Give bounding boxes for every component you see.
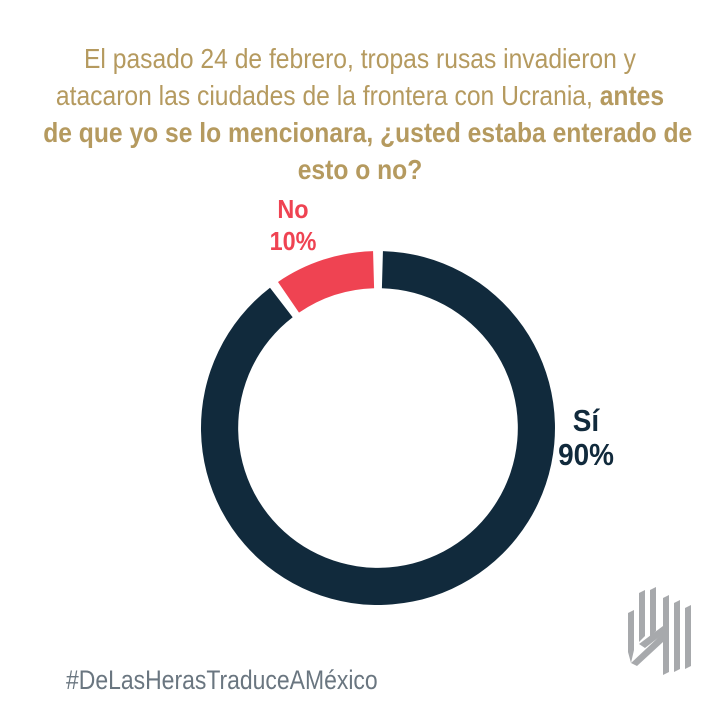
title-line: esto o no?	[297, 154, 423, 185]
title-line: atacaron las ciudades de la frontera con…	[55, 80, 665, 111]
slice-label-no: No 10%	[248, 193, 338, 257]
slice-label-si: Sí 90%	[541, 404, 631, 472]
de-las-heras-logo-icon	[628, 587, 691, 675]
donut-slice-0	[200, 251, 555, 606]
slice-label-si-value: 90%	[558, 437, 614, 472]
title-line: El pasado 24 de febrero, tropas rusas in…	[83, 43, 636, 74]
question-title: El pasado 24 de febrero, tropas rusas in…	[43, 40, 693, 188]
slice-label-si-name: Sí	[572, 403, 600, 438]
donut-chart	[200, 251, 555, 606]
hashtag-text: #DeLasHerasTraduceAMéxico	[66, 665, 378, 695]
donut-slice-1	[278, 251, 375, 313]
slice-label-no-name: No	[277, 194, 309, 224]
slice-label-no-value: 10%	[269, 226, 317, 256]
title-line: de que yo se lo mencionara, ¿usted estab…	[43, 117, 693, 148]
